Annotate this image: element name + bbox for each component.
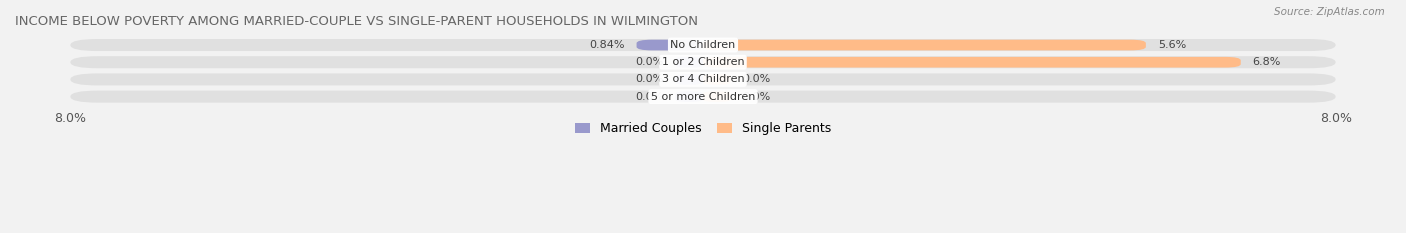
Text: 0.0%: 0.0% bbox=[636, 74, 664, 84]
Text: 1 or 2 Children: 1 or 2 Children bbox=[662, 57, 744, 67]
Text: INCOME BELOW POVERTY AMONG MARRIED-COUPLE VS SINGLE-PARENT HOUSEHOLDS IN WILMING: INCOME BELOW POVERTY AMONG MARRIED-COUPL… bbox=[15, 15, 697, 28]
Text: 3 or 4 Children: 3 or 4 Children bbox=[662, 74, 744, 84]
Text: 0.0%: 0.0% bbox=[742, 92, 770, 102]
FancyBboxPatch shape bbox=[703, 91, 731, 102]
Text: 5 or more Children: 5 or more Children bbox=[651, 92, 755, 102]
FancyBboxPatch shape bbox=[675, 57, 703, 68]
Legend: Married Couples, Single Parents: Married Couples, Single Parents bbox=[569, 117, 837, 140]
FancyBboxPatch shape bbox=[703, 40, 1146, 50]
FancyBboxPatch shape bbox=[703, 57, 1240, 68]
FancyBboxPatch shape bbox=[703, 74, 731, 85]
FancyBboxPatch shape bbox=[70, 39, 1336, 51]
Text: 6.8%: 6.8% bbox=[1253, 57, 1281, 67]
Text: Source: ZipAtlas.com: Source: ZipAtlas.com bbox=[1274, 7, 1385, 17]
FancyBboxPatch shape bbox=[70, 56, 1336, 68]
Text: 5.6%: 5.6% bbox=[1157, 40, 1187, 50]
Text: 0.0%: 0.0% bbox=[742, 74, 770, 84]
FancyBboxPatch shape bbox=[675, 91, 703, 102]
Text: 0.0%: 0.0% bbox=[636, 92, 664, 102]
FancyBboxPatch shape bbox=[70, 73, 1336, 86]
Text: 0.84%: 0.84% bbox=[589, 40, 624, 50]
FancyBboxPatch shape bbox=[675, 74, 703, 85]
Text: 0.0%: 0.0% bbox=[636, 57, 664, 67]
FancyBboxPatch shape bbox=[637, 40, 703, 50]
FancyBboxPatch shape bbox=[70, 91, 1336, 103]
Text: No Children: No Children bbox=[671, 40, 735, 50]
